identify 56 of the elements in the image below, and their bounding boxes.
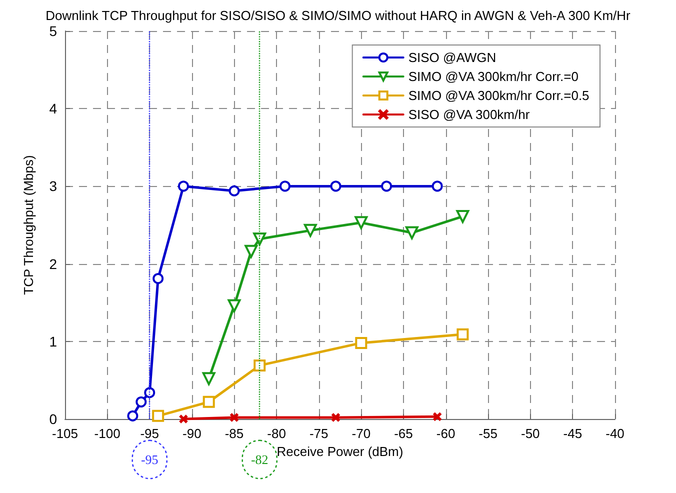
y-tick-label: 5 [49,23,58,39]
legend-label: SISO @VA 300km/hr [408,107,530,122]
y-tick-label: 2 [49,256,58,272]
point [202,372,216,386]
point [381,180,392,192]
point [136,396,147,408]
point [355,336,368,349]
point [456,210,470,223]
point [179,415,188,423]
y-axis-title: TCP Throughput (Mbps) [21,155,36,295]
point [152,410,164,422]
x-tick-label: -55 [478,426,498,441]
x-tick-label: -105 [52,426,78,441]
point [456,328,469,340]
x-tick-label: -60 [436,426,456,441]
point [280,180,290,192]
legend-label: SISO @AWGN [408,50,496,65]
x-tick-label: -90 [182,426,202,441]
x-tick-label: -40 [606,426,624,441]
point [228,185,240,196]
point [244,244,258,258]
ref-line-label: -95 [140,452,158,467]
point [228,299,241,312]
point [178,180,189,192]
x-tick-label: -50 [520,426,540,441]
point [432,180,443,192]
y-tick-label: 4 [49,100,58,117]
point [127,410,138,422]
point [152,273,164,284]
point [330,180,342,192]
point [332,413,340,422]
point [433,412,442,421]
point [354,216,368,230]
point [405,226,418,240]
point [230,413,238,422]
point [144,387,156,398]
y-tick-label: 1 [49,333,58,350]
chart-title: Downlink TCP Throughput for SISO/SISO & SIMO/SIMO without HARQ in AWGN & Veh-A 300 Km/Hr [46,8,632,23]
point [304,224,317,237]
legend-label: SIMO @VA 300km/hr Corr.=0 [408,69,578,84]
point [202,396,215,408]
point [253,232,266,246]
x-tick-label: -80 [267,426,286,441]
y-tick-label: 0 [49,411,58,427]
x-axis-title: Receive Power (dBm) [276,444,404,459]
y-tick-label: 3 [49,178,58,194]
x-tick-label: -75 [309,426,328,441]
x-tick-label: -100 [94,426,120,441]
x-tick-label: -85 [224,426,244,441]
point [254,359,266,372]
x-tick-label: -45 [563,426,582,441]
legend-label: SIMO @VA 300km/hr Corr.=0.5 [408,88,590,103]
x-tick-label: -95 [140,426,160,441]
x-tick-label: -65 [394,426,413,441]
ref-line-label: -82 [250,452,268,467]
x-tick-label: -70 [352,426,371,441]
